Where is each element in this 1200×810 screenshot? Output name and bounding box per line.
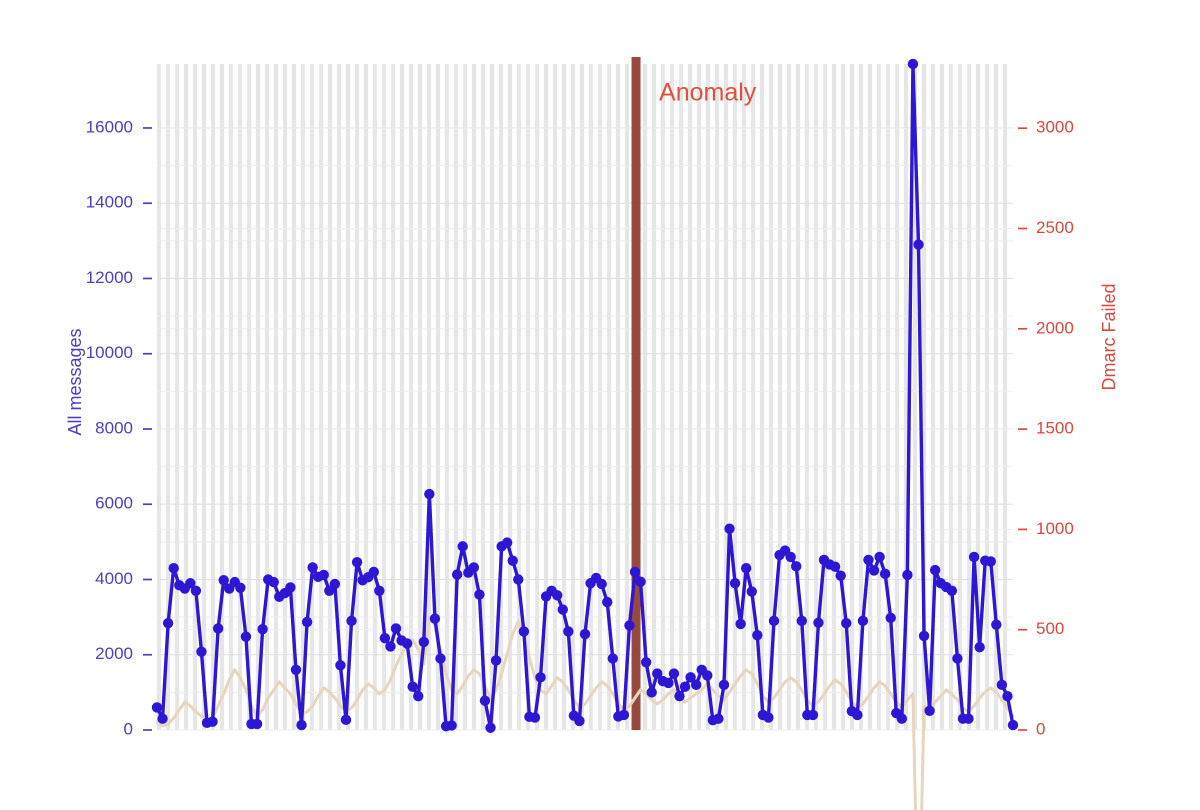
right-axis-ticks: 0 500 1000 1500 2000 2500 3000 (1018, 118, 1074, 738)
anomaly-band (631, 57, 641, 730)
right-axis-title: Dmarc Failed (1099, 283, 1119, 390)
left-axis-ticks: 0 2000 4000 6000 8000 10000 12000 14000 16000 (86, 117, 152, 738)
vertical-gridlines (156, 64, 1008, 730)
left-axis-tick-label: 12000 (86, 268, 133, 287)
horizontal-gridlines (157, 127, 1013, 731)
left-axis-tick-label: 2000 (95, 644, 133, 663)
anomaly-annotation-label: Anomaly (659, 79, 757, 107)
left-axis-tick-label: 16000 (86, 117, 133, 136)
left-axis-title: All messages (65, 328, 85, 435)
left-axis-tick-label: 10000 (86, 343, 133, 362)
right-axis-tick-label: 1500 (1036, 419, 1074, 438)
left-axis-tick-label: 8000 (95, 418, 133, 437)
right-axis-tick-label: 3000 (1036, 118, 1074, 137)
left-axis-tick-label: 14000 (86, 193, 133, 212)
right-axis-tick-label: 500 (1036, 619, 1064, 638)
right-axis-tick-label: 0 (1036, 719, 1045, 738)
right-axis-tick-label: 1000 (1036, 519, 1074, 538)
all-messages-series (151, 58, 1019, 733)
left-axis-tick-label: 0 (124, 719, 133, 738)
right-axis-tick-label: 2000 (1036, 318, 1074, 337)
left-axis-tick-label: 6000 (95, 494, 133, 513)
left-axis-tick-label: 4000 (95, 569, 133, 588)
right-axis-tick-label: 2500 (1036, 218, 1074, 237)
